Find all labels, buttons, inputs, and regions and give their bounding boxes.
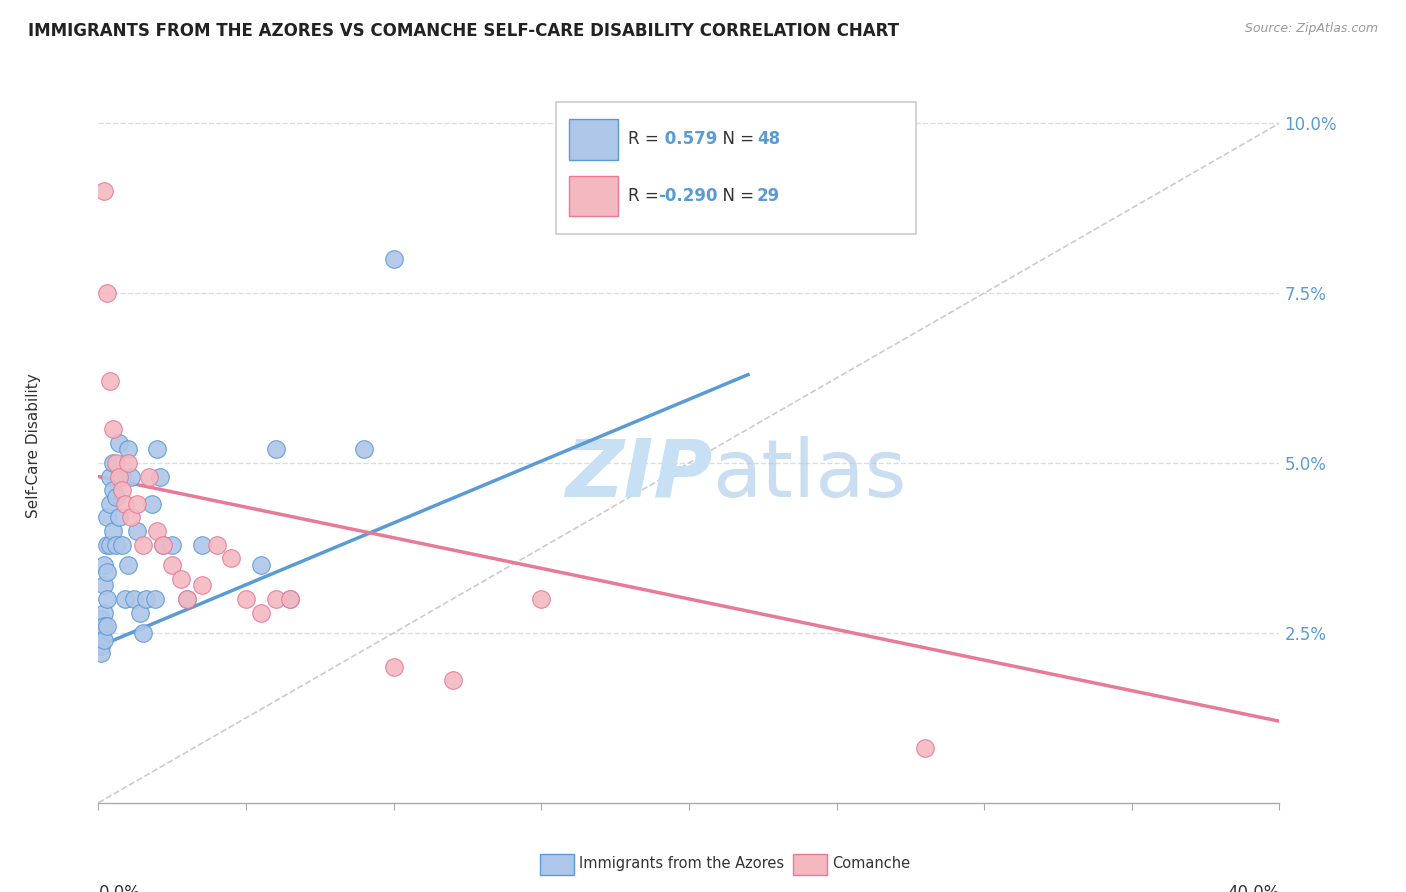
Point [93,578,115,592]
Point [152,537,174,551]
Point [162,558,183,572]
Point [264,442,287,457]
Point [93,619,115,633]
Text: -0.290: -0.290 [658,187,718,205]
Point [103,422,125,436]
Point [278,591,302,606]
Point [120,510,142,524]
Point [120,469,142,483]
Point [105,537,128,551]
Text: 0.0%: 0.0% [98,884,141,892]
Point [103,524,125,538]
Point [96,619,118,633]
Text: Immigrants from the Azores: Immigrants from the Azores [579,856,785,871]
Point [117,456,139,470]
Text: Source: ZipAtlas.com: Source: ZipAtlas.com [1244,22,1378,36]
Point [108,510,131,524]
Point [382,252,405,266]
Point [105,490,128,504]
Point [103,483,125,498]
Text: 0.579: 0.579 [658,130,717,148]
Text: Comanche: Comanche [832,856,911,871]
Text: 29: 29 [756,187,780,205]
Text: R =: R = [627,130,664,148]
Point [382,660,405,674]
Point [114,591,136,606]
Point [278,591,302,606]
Point [138,469,160,483]
Text: Self-Care Disability: Self-Care Disability [25,374,41,518]
Text: atlas: atlas [713,435,907,514]
Point [108,435,131,450]
Point [152,537,174,551]
Point [98,375,121,389]
Point [250,558,273,572]
Point [117,558,139,572]
Point [353,442,375,457]
Point [135,591,157,606]
Point [105,456,128,470]
Point [93,606,115,620]
Text: N =: N = [711,187,759,205]
Point [108,469,131,483]
Point [205,537,228,551]
Point [111,483,134,498]
Point [235,591,257,606]
Point [146,442,169,457]
Point [149,469,172,483]
Point [162,537,183,551]
Point [441,673,464,688]
Text: R =: R = [627,187,664,205]
Point [90,640,112,654]
Point [122,591,145,606]
Point [90,646,112,660]
Point [176,591,198,606]
Point [125,497,148,511]
Point [132,626,155,640]
Point [132,537,155,551]
Point [111,537,134,551]
Point [219,551,242,566]
Point [103,456,125,470]
Point [176,591,198,606]
Text: 40.0%: 40.0% [1227,884,1279,892]
Point [914,741,936,756]
Point [250,606,273,620]
Point [170,572,193,586]
Point [125,524,148,538]
Point [90,626,112,640]
Point [191,537,214,551]
Point [98,497,121,511]
Text: ZIP: ZIP [565,435,713,514]
Point [128,606,150,620]
Text: 48: 48 [756,130,780,148]
Point [146,524,169,538]
Point [98,469,121,483]
Point [264,591,287,606]
Point [117,442,139,457]
Point [143,591,166,606]
Point [96,591,118,606]
Point [141,497,163,511]
Point [111,469,134,483]
Point [191,578,214,592]
Text: N =: N = [711,130,759,148]
Point [98,537,121,551]
Point [114,497,136,511]
Point [96,537,118,551]
Point [96,565,118,579]
Point [90,612,112,626]
Point [530,591,553,606]
Point [93,184,115,198]
Point [93,558,115,572]
Point [96,286,118,301]
Text: IMMIGRANTS FROM THE AZORES VS COMANCHE SELF-CARE DISABILITY CORRELATION CHART: IMMIGRANTS FROM THE AZORES VS COMANCHE S… [28,22,898,40]
Point [96,510,118,524]
Point [93,632,115,647]
